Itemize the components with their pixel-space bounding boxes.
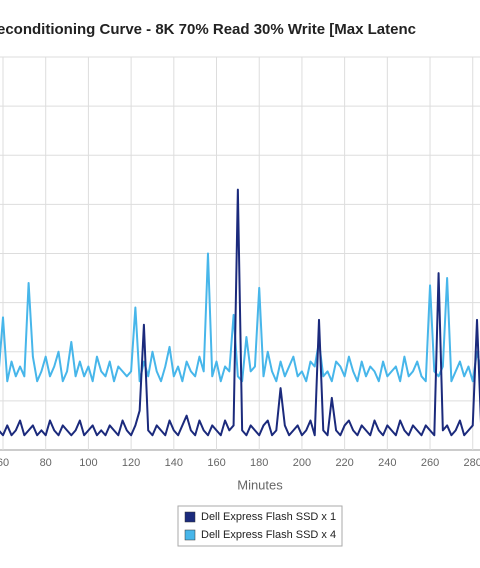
x-tick-label: 160 — [207, 457, 225, 469]
x-axis-label: Minutes — [237, 477, 283, 492]
chart-title: econditioning Curve - 8K 70% Read 30% Wr… — [0, 21, 416, 38]
legend-swatch — [184, 511, 196, 523]
x-tick-label: 60 — [0, 457, 9, 469]
x-tick-label: 200 — [293, 457, 311, 469]
x-tick-label: 180 — [250, 457, 268, 469]
x-tick-label: 240 — [378, 457, 396, 469]
x-tick-label: 280 — [464, 457, 480, 469]
legend-swatch — [184, 529, 196, 541]
x-tick-label: 100 — [79, 457, 97, 469]
legend-box — [177, 505, 343, 547]
legend-label: Dell Express Flash SSD x 4 — [201, 529, 336, 541]
series-line — [0, 252, 480, 383]
x-tick-label: 260 — [421, 457, 439, 469]
x-tick-label: 220 — [335, 457, 353, 469]
x-tick-label: 140 — [165, 457, 183, 469]
legend-label: Dell Express Flash SSD x 1 — [201, 511, 336, 523]
series-line — [0, 188, 480, 437]
x-tick-label: 80 — [40, 457, 52, 469]
x-tick-label: 120 — [122, 457, 140, 469]
